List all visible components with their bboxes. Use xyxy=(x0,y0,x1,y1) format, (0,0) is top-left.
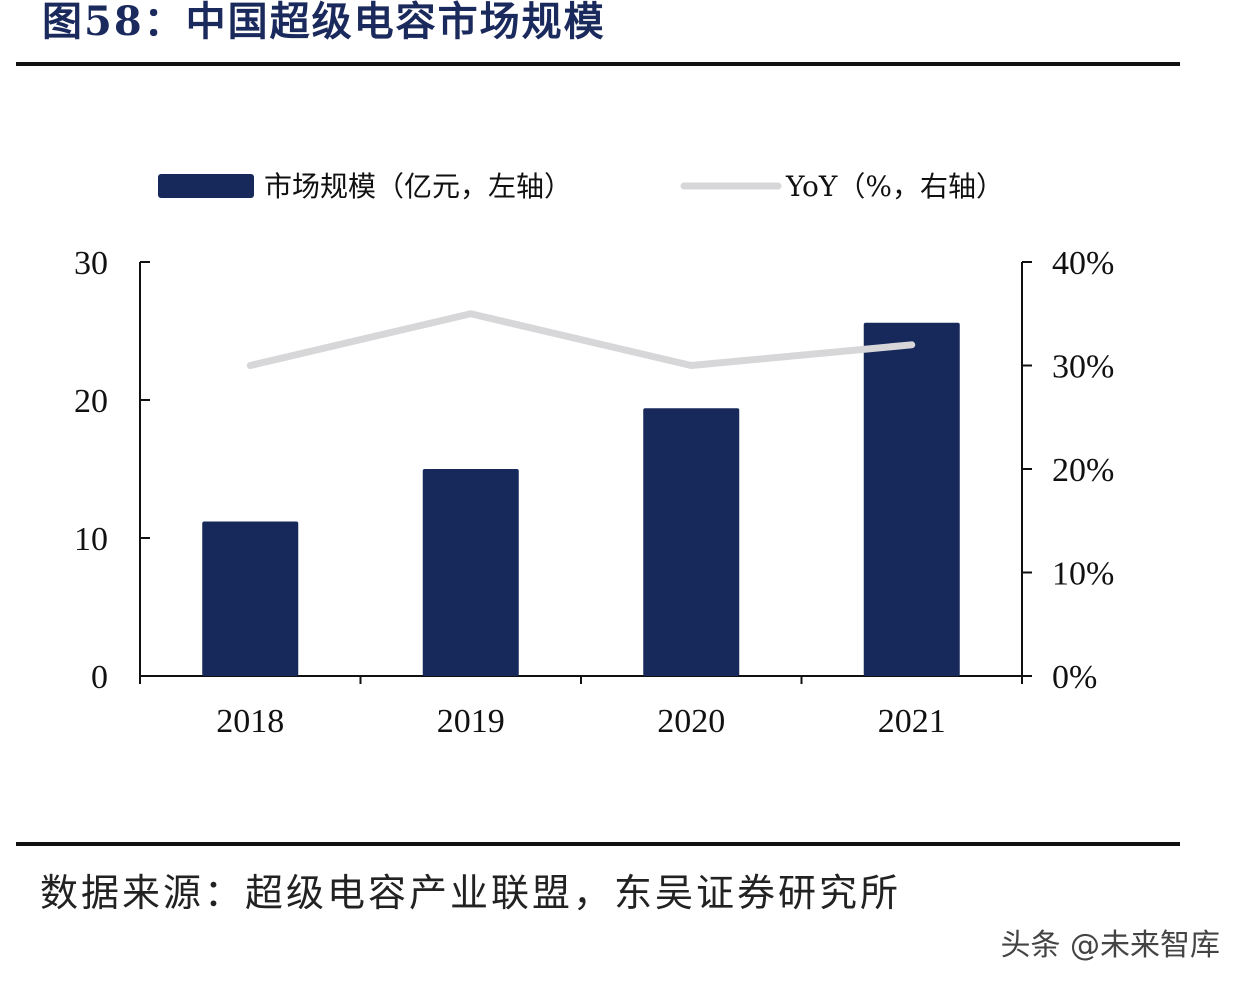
yoy-point-2019 xyxy=(467,310,474,317)
figure-title: 图58：中国超级电容市场规模 xyxy=(42,0,606,45)
x-tick-label: 2021 xyxy=(878,703,946,740)
bar-2019 xyxy=(422,469,519,676)
bar-2020 xyxy=(643,408,740,676)
yoy-point-2018 xyxy=(247,362,254,369)
legend-line-label: YoY（%，右轴） xyxy=(785,170,1004,203)
left-tick-label: 0 xyxy=(91,659,108,696)
legend-bar-swatch xyxy=(158,174,254,198)
source-note: 数据来源：超级电容产业联盟，东吴证券研究所 xyxy=(40,871,902,915)
yoy-point-2020 xyxy=(688,362,695,369)
yoy-point-2021 xyxy=(908,341,915,348)
x-tick-label: 2020 xyxy=(657,703,725,740)
right-tick-label: 0% xyxy=(1052,659,1097,696)
top-rule xyxy=(16,62,1180,66)
watermark: 头条 @未来智库 xyxy=(1000,928,1220,963)
legend-bar-label: 市场规模（亿元，左轴） xyxy=(264,170,572,203)
right-tick-label: 30% xyxy=(1052,349,1114,386)
right-tick-label: 10% xyxy=(1052,556,1114,593)
bar-2018 xyxy=(202,521,299,676)
legend: 市场规模（亿元，左轴） YoY（%，右轴） xyxy=(158,170,1004,203)
right-tick-label: 40% xyxy=(1052,245,1114,282)
yoy-line xyxy=(246,310,916,369)
left-tick-label: 30 xyxy=(74,245,108,282)
bottom-rule xyxy=(16,842,1180,846)
left-tick-label: 10 xyxy=(74,521,108,558)
x-tick-label: 2018 xyxy=(216,703,284,740)
bar-2021 xyxy=(863,322,960,676)
x-tick-label: 2019 xyxy=(437,703,505,740)
right-tick-label: 20% xyxy=(1052,452,1114,489)
left-tick-label: 20 xyxy=(74,383,108,420)
